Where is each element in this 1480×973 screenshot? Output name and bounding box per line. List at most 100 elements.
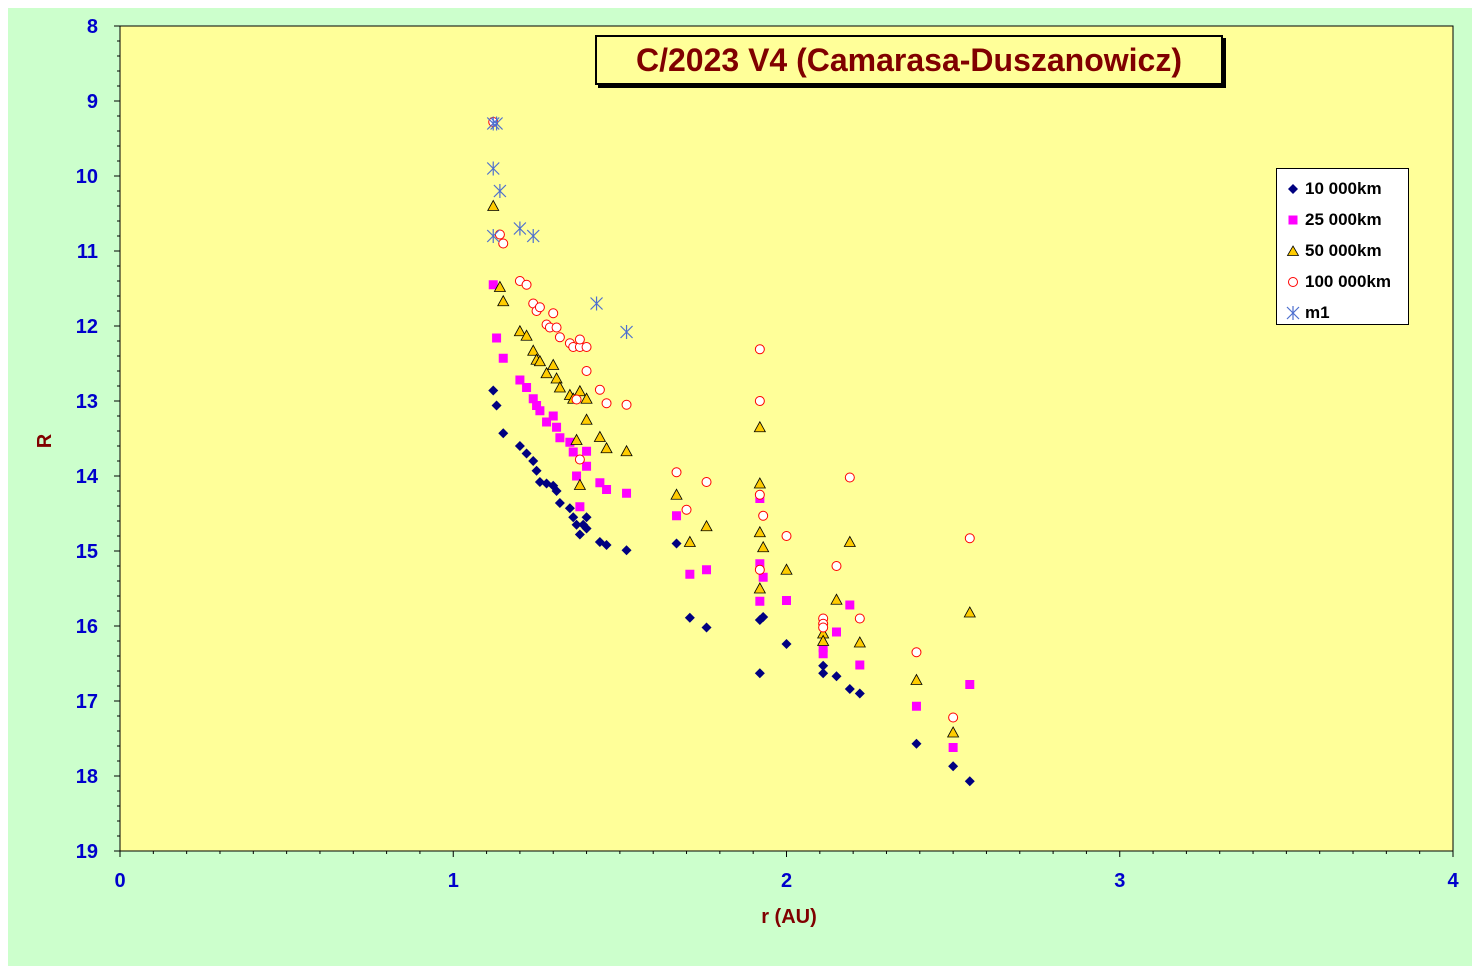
data-point-diamond [781,639,792,649]
data-point-triangle [910,673,923,685]
data-point-star [490,116,503,131]
data-point-square [515,375,525,385]
data-point-square [492,333,502,343]
data-point-square [595,478,605,488]
data-point-star [513,221,527,236]
data-point-circle [571,394,582,405]
data-point-circle [701,477,712,487]
data-point-triangle [513,324,527,337]
plot-area [119,25,1454,852]
data-point-diamond [528,456,539,466]
data-point-star [620,325,633,339]
data-point-circle [781,531,792,541]
data-point-square [565,437,575,447]
data-point-triangle [593,430,607,442]
y-tick-label: 13 [76,391,98,413]
data-point-square [965,680,975,689]
y-tick-label: 10 [76,166,98,188]
legend: 10 000km 25 000km 50 000km 100 000km [1276,168,1409,325]
circle-marker-icon [1288,276,1298,287]
data-point-circle [494,229,505,240]
data-point-diamond [554,498,565,508]
data-point-square [572,471,582,481]
y-tick-label: 14 [76,466,99,488]
data-point-square [845,600,855,610]
data-point-square [528,394,538,404]
data-point-diamond [964,776,975,787]
data-point-circle [854,613,865,624]
data-point-diamond [581,512,592,523]
data-point-circle [831,561,842,571]
data-point-triangle [600,441,613,454]
data-point-triangle [573,478,587,490]
data-point-diamond [498,428,509,439]
y-axis-title: R [34,433,56,448]
data-point-square [575,502,585,512]
data-point-circle [581,366,592,376]
data-point-square [552,422,562,432]
data-point-diamond [488,385,499,396]
x-tick-label: 0 [114,870,125,892]
data-point-circle [671,467,682,478]
data-point-triangle [753,420,767,433]
x-tick-label: 1 [448,870,459,892]
data-point-square [498,353,508,363]
y-tick-label: 16 [76,616,98,638]
data-point-triangle [550,372,563,384]
data-point-square [818,649,828,659]
data-point-triangle [553,381,567,393]
data-point-diamond [758,612,769,622]
data-point-square [535,406,545,416]
data-point-circle [911,647,922,658]
x-tick-label: 4 [1447,870,1459,892]
data-point-circle [681,504,692,515]
data-point-square [488,280,498,290]
data-point-star [486,161,500,176]
data-point-circle [581,342,592,352]
data-point-circle [754,489,765,500]
data-point-square [782,596,791,605]
data-point-circle [818,622,829,633]
data-point-triangle [487,199,500,211]
data-point-triangle [963,606,976,618]
data-point-circle [754,564,765,575]
data-point-square [532,401,542,410]
x-tick-label: 2 [781,870,792,892]
y-tick-label: 12 [76,316,98,338]
data-point-square [548,411,558,421]
data-point-square [831,627,841,637]
data-point-diamond [621,545,632,556]
data-point-circle [754,396,765,406]
data-point-square [672,511,682,521]
data-point-diamond [818,660,829,671]
data-point-triangle [620,444,633,457]
y-tick-label: 18 [76,766,98,788]
legend-item: m1 [1277,297,1408,328]
data-point-diamond [574,529,585,540]
y-tick-label: 17 [76,691,98,713]
data-point-triangle [573,384,587,397]
data-point-circle [844,472,855,483]
data-point-triangle [580,413,593,425]
data-point-square [911,701,921,711]
legend-label: 100 000km [1305,271,1392,291]
data-point-circle [594,384,605,395]
data-point-diamond [684,612,695,623]
data-point-circle [574,454,585,465]
data-point-triangle [520,329,533,341]
data-point-diamond [514,441,525,451]
star-marker-icon [1286,305,1300,320]
data-point-triangle [540,366,553,379]
data-point-square [568,447,578,457]
data-point-triangle [570,433,583,445]
data-point-square [948,743,958,752]
x-tick-label: 3 [1114,870,1125,892]
data-point-square [582,461,592,471]
data-point-circle [948,712,959,723]
data-point-square [582,446,592,456]
data-point-circle [964,533,975,544]
square-marker-icon [1288,215,1298,224]
data-point-triangle [497,294,510,307]
